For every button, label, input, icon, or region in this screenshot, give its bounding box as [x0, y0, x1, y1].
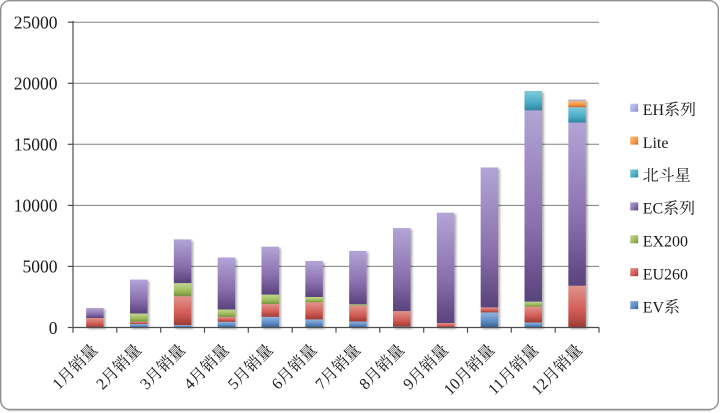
svg-text:10000: 10000 [14, 196, 58, 216]
svg-text:EV: EV [643, 299, 665, 316]
svg-text:15000: 15000 [14, 135, 58, 155]
svg-text:EX200: EX200 [643, 234, 688, 251]
svg-text:25000: 25000 [14, 13, 58, 33]
svg-text:EH: EH [643, 102, 665, 119]
svg-text:EU260: EU260 [643, 267, 688, 284]
svg-text:5000: 5000 [23, 257, 58, 277]
svg-text:0: 0 [49, 318, 58, 338]
svg-text:20000: 20000 [14, 74, 58, 94]
svg-text:EC: EC [643, 201, 663, 218]
svg-text:Lite: Lite [643, 135, 669, 152]
